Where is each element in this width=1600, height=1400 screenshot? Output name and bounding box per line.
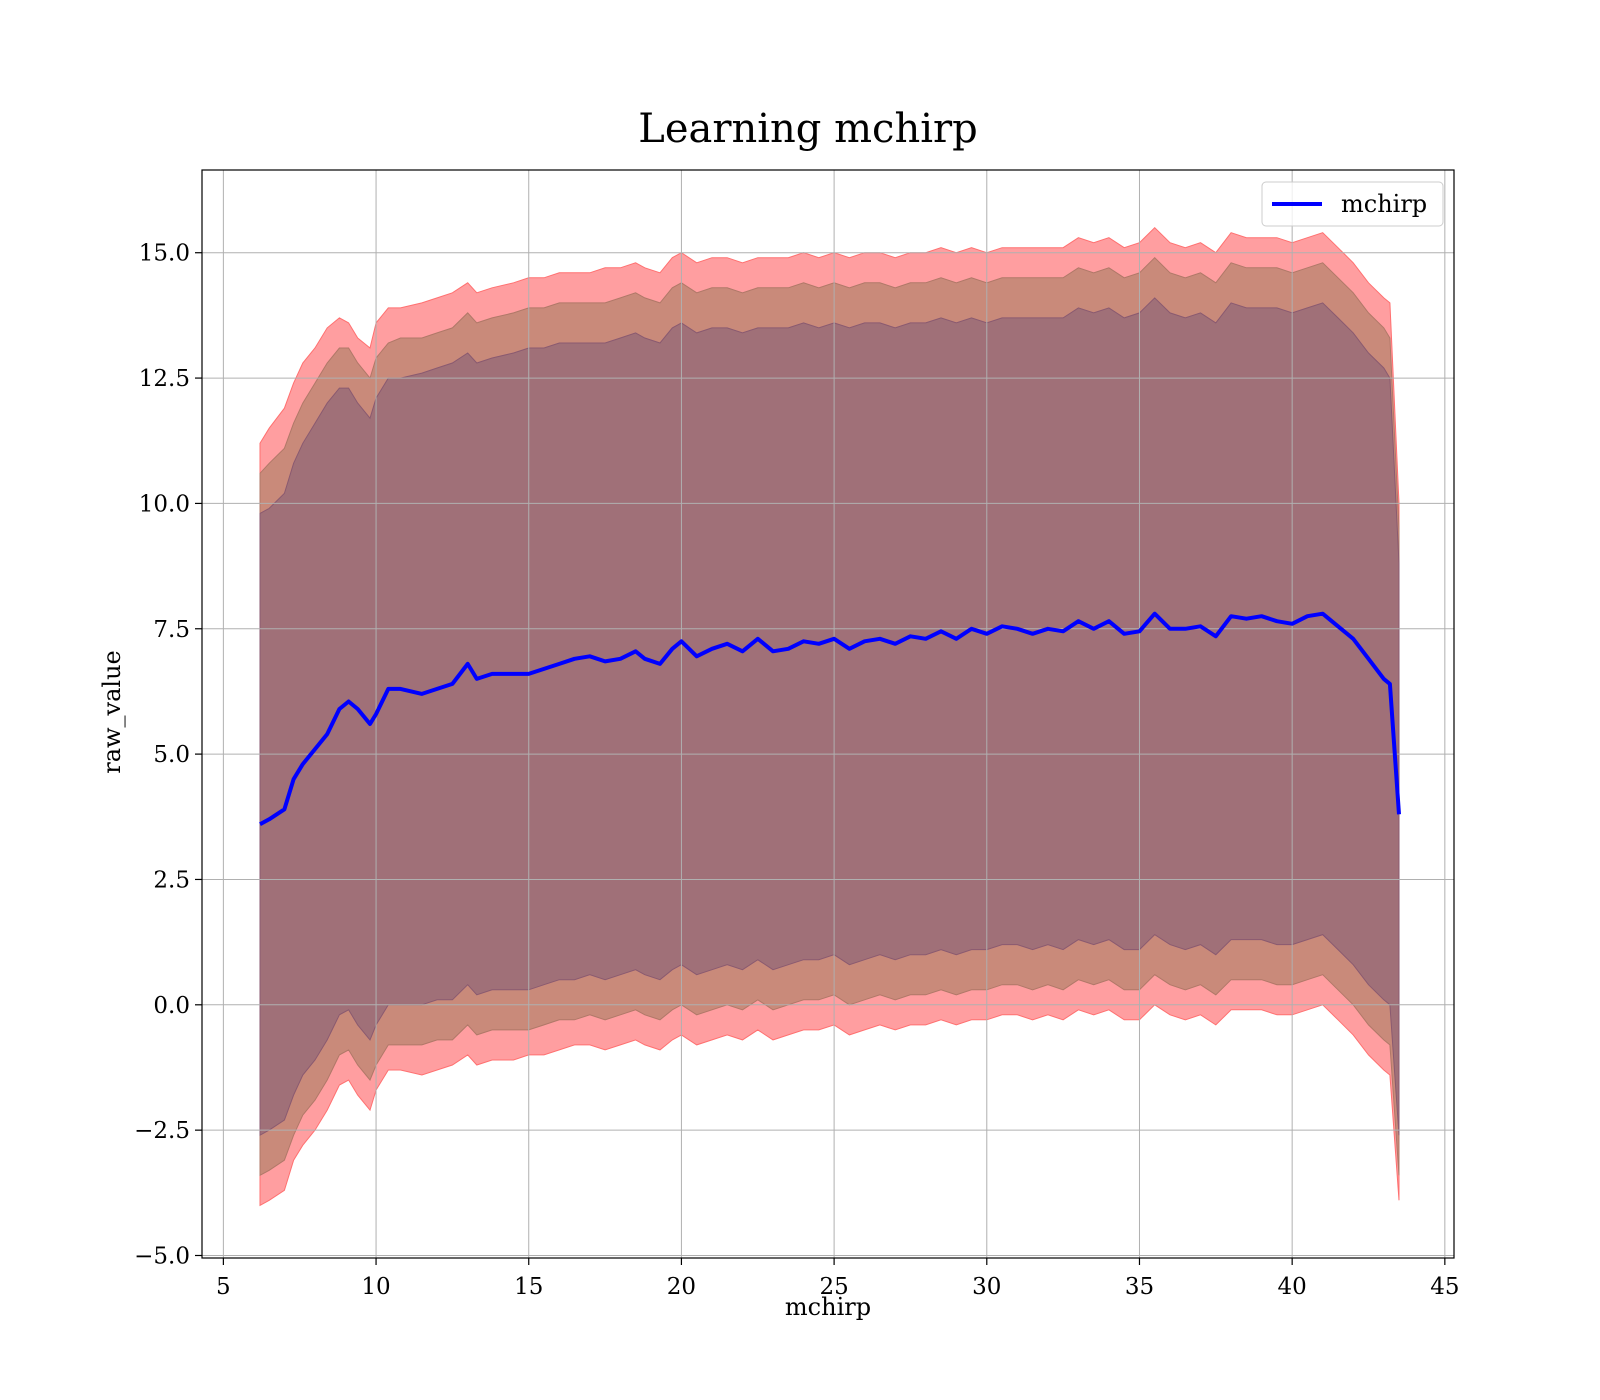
x-tick-label: 25 bbox=[819, 1274, 848, 1300]
y-tick-label: 2.5 bbox=[153, 867, 190, 893]
x-axis-ticks: 5 10 15 20 25 30 35 40 45 bbox=[216, 1258, 1459, 1300]
y-axis-label: raw_value bbox=[98, 650, 126, 774]
series-line-mchirp bbox=[259, 611, 1401, 827]
band-inner bbox=[259, 297, 1400, 1137]
y-tick-label: 12.5 bbox=[139, 366, 190, 392]
x-tick-label: 10 bbox=[361, 1274, 390, 1300]
x-tick-label: 20 bbox=[667, 1274, 696, 1300]
legend: mchirp bbox=[1261, 181, 1444, 227]
plot-frame bbox=[201, 169, 1455, 1259]
y-tick-label: 0.0 bbox=[153, 993, 190, 1019]
legend-box bbox=[1261, 181, 1444, 227]
x-tick-label: 35 bbox=[1125, 1274, 1154, 1300]
x-tick-label: 30 bbox=[972, 1274, 1001, 1300]
y-tick-label: 7.5 bbox=[153, 617, 190, 643]
y-tick-label: 5.0 bbox=[153, 742, 190, 768]
plot-area bbox=[202, 170, 1454, 1258]
y-axis-ticks: −5.0 −2.5 0.0 2.5 5.0 7.5 10.0 12.5 15.0 bbox=[134, 241, 202, 1269]
x-tick-label: 45 bbox=[1430, 1274, 1459, 1300]
y-tick-label: −5.0 bbox=[134, 1243, 190, 1269]
x-tick-label: 15 bbox=[514, 1274, 543, 1300]
legend-label-mchirp: mchirp bbox=[1341, 190, 1427, 218]
x-axis-label: mchirp bbox=[785, 1293, 871, 1321]
y-tick-label: 10.0 bbox=[139, 491, 190, 517]
chart-title: Learning mchirp bbox=[638, 106, 977, 152]
y-tick-label: 15.0 bbox=[139, 241, 190, 267]
x-tick-label: 5 bbox=[216, 1274, 231, 1300]
x-tick-label: 40 bbox=[1278, 1274, 1307, 1300]
y-tick-label: −2.5 bbox=[134, 1118, 190, 1144]
series-lines bbox=[259, 611, 1401, 827]
confidence-bands bbox=[259, 226, 1400, 1207]
